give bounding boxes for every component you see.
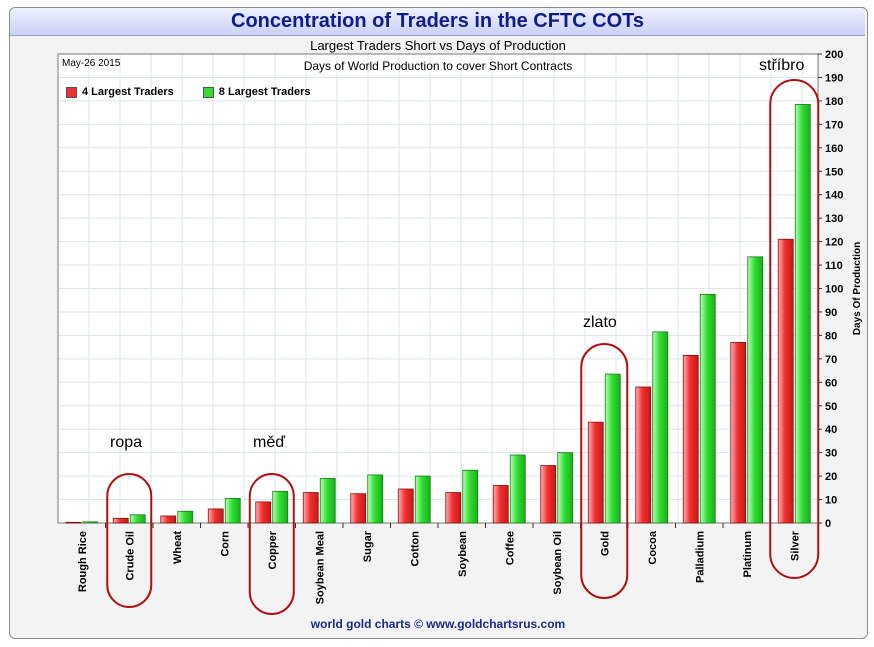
bar-8-largest (557, 452, 574, 524)
x-tick-label: Palladium (694, 531, 706, 583)
y-tick-label: 10 (825, 495, 837, 507)
date-label: May-26 2015 (62, 58, 121, 69)
bar-4-largest (207, 508, 224, 524)
y-tick-label: 180 (825, 96, 843, 108)
x-tick-label: Wheat (172, 531, 184, 564)
bar-4-largest (112, 517, 129, 524)
bar-8-largest (747, 256, 764, 524)
x-tick-label: Soybean Oil (552, 531, 564, 595)
legend-item-4-largest: 4 Largest Traders (66, 86, 174, 98)
y-tick-label: 150 (825, 166, 843, 178)
bar-8-largest (82, 521, 99, 524)
y-axis-label: Days Of Production (852, 242, 863, 335)
x-tick-label: Copper (267, 530, 279, 569)
bar-4-largest (635, 386, 652, 524)
x-tick-label: Gold (599, 531, 611, 556)
x-tick-label: Sugar (362, 530, 374, 562)
chart-subtitle-secondary: Days of World Production to cover Short … (303, 59, 573, 73)
bar-4-largest (730, 342, 747, 524)
legend-label: 4 Largest Traders (82, 86, 174, 98)
y-tick-label: 50 (825, 401, 837, 413)
bar-8-largest (604, 373, 621, 524)
y-tick-label: 110 (825, 260, 843, 272)
x-tick-label: Soybean Meal (314, 531, 326, 604)
y-tick-label: 200 (825, 49, 843, 61)
bar-4-largest (350, 493, 367, 524)
annotation-zlato: zlato (583, 314, 617, 331)
bar-8-largest (129, 514, 146, 524)
x-tick-label: Silver (789, 530, 801, 561)
x-tick-label: Soybean (457, 531, 469, 577)
chart-title-bar: Concentration of Traders in the CFTC COT… (10, 8, 865, 36)
annotation-stribro: stříbro (759, 57, 805, 74)
bar-8-largest (319, 478, 336, 524)
y-tick-label: 170 (825, 119, 843, 131)
y-tick-label: 40 (825, 424, 837, 436)
y-tick-label: 90 (825, 307, 837, 319)
bar-8-largest (177, 510, 194, 524)
bar-4-largest (255, 501, 272, 524)
y-tick-label: 190 (825, 72, 843, 84)
y-tick-label: 130 (825, 213, 843, 225)
highlight-oval (106, 473, 153, 608)
bar-4-largest (492, 485, 509, 524)
bar-4-largest (302, 492, 319, 524)
y-tick-label: 30 (825, 448, 837, 460)
x-tick-label: Cotton (409, 531, 421, 567)
chart-footer: world gold charts © www.goldchartsrus.co… (310, 617, 566, 631)
y-tick-label: 140 (825, 190, 843, 202)
x-tick-label: Crude Oil (124, 531, 136, 581)
bar-8-largest (272, 490, 289, 524)
x-tick-label: Rough Rice (77, 531, 89, 592)
legend-swatch-red (66, 86, 77, 98)
bar-8-largest (652, 331, 669, 524)
y-tick-label: 70 (825, 354, 837, 366)
y-tick-label: 120 (825, 237, 843, 249)
x-tick-label: Platinum (742, 531, 754, 578)
legend-swatch-green (202, 86, 214, 98)
x-tick-label: Coffee (504, 531, 516, 565)
legend-label: 8 Largest Traders (218, 86, 311, 98)
bar-8-largest (224, 497, 241, 524)
annotation-med: měď (253, 434, 286, 451)
bar-8-largest (699, 293, 716, 524)
bar-8-largest (414, 475, 431, 524)
y-tick-label: 100 (825, 284, 843, 296)
highlight-oval (248, 473, 295, 615)
bar-4-largest (682, 354, 699, 524)
legend: 4 Largest Traders 8 Largest Traders (66, 86, 337, 101)
y-tick-label: 0 (825, 518, 831, 530)
bar-4-largest (540, 465, 557, 524)
x-tick-label: Corn (219, 531, 231, 557)
chart-subtitle: Largest Traders Short vs Days of Product… (310, 38, 566, 53)
y-tick-label: 60 (825, 377, 837, 389)
annotation-ropa: ropa (110, 434, 143, 451)
y-tick-label: 160 (825, 143, 843, 155)
bar-8-largest (509, 454, 526, 524)
bar-4-largest (65, 521, 82, 524)
x-tick-label: Cocoa (647, 530, 659, 565)
bar-4-largest (445, 492, 462, 524)
highlight-oval (580, 343, 629, 599)
y-tick-label: 80 (825, 330, 837, 342)
bar-4-largest (160, 515, 177, 524)
bar-4-largest (777, 238, 794, 524)
bar-4-largest (587, 421, 604, 524)
y-tick-label: 20 (825, 471, 837, 483)
chart-title: Concentration of Traders in the CFTC COT… (231, 10, 644, 32)
highlight-oval (769, 79, 820, 579)
bar-8-largest (794, 104, 811, 524)
legend-item-8-largest: 8 Largest Traders (202, 86, 311, 98)
bar-4-largest (397, 488, 414, 524)
bar-8-largest (367, 474, 384, 524)
bar-8-largest (462, 469, 479, 524)
